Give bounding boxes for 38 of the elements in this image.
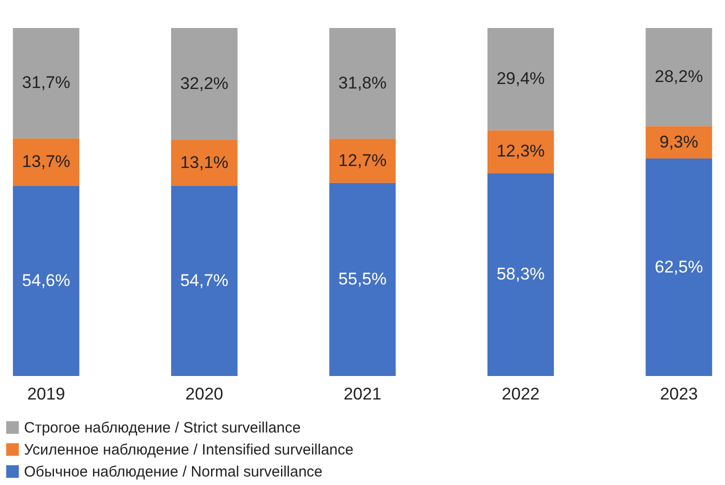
- data-label: 13,1%: [180, 152, 228, 172]
- bar: [329, 182, 396, 376]
- legend-label: Строгое наблюдение / Strict surveillance: [24, 420, 301, 436]
- data-label: 31,7%: [22, 73, 70, 92]
- legend-label: Усиленное наблюдение / Intensified surveillance: [24, 442, 354, 458]
- data-label: 62,5%: [654, 257, 703, 276]
- bar: [646, 126, 712, 158]
- x-tick-label: 2021: [344, 384, 382, 404]
- data-label: 29,4%: [496, 69, 545, 88]
- bar: [646, 28, 712, 126]
- bar: [487, 130, 554, 174]
- bar: [171, 186, 238, 376]
- x-tick-label: 2023: [660, 384, 698, 404]
- data-label: 13,7%: [22, 152, 70, 172]
- bar: [646, 158, 712, 376]
- bar: [171, 28, 238, 140]
- bar: [329, 138, 396, 183]
- data-label: 55,5%: [338, 269, 387, 288]
- bar: [12, 138, 80, 186]
- data-label: 28,2%: [654, 67, 703, 86]
- data-label: 31,8%: [338, 73, 387, 92]
- x-tick-label: 2020: [185, 384, 224, 404]
- x-tick-label: 2022: [502, 384, 540, 404]
- bar: [487, 28, 554, 130]
- bar: [12, 28, 80, 138]
- data-label: 12,3%: [496, 142, 545, 161]
- data-label: 9,3%: [659, 132, 698, 152]
- data-label: 32,2%: [180, 74, 228, 94]
- bar: [12, 186, 80, 376]
- bar: [487, 173, 554, 376]
- bar: [329, 28, 396, 139]
- data-label: 12,7%: [338, 150, 387, 170]
- data-label: 58,3%: [496, 264, 545, 284]
- bar: [171, 140, 238, 186]
- data-label: 54,6%: [22, 270, 70, 290]
- x-tick-label: 2019: [27, 384, 66, 404]
- legend-label: Обычное наблюдение / Normal surveillance: [24, 464, 323, 480]
- data-label: 54,7%: [180, 270, 228, 290]
